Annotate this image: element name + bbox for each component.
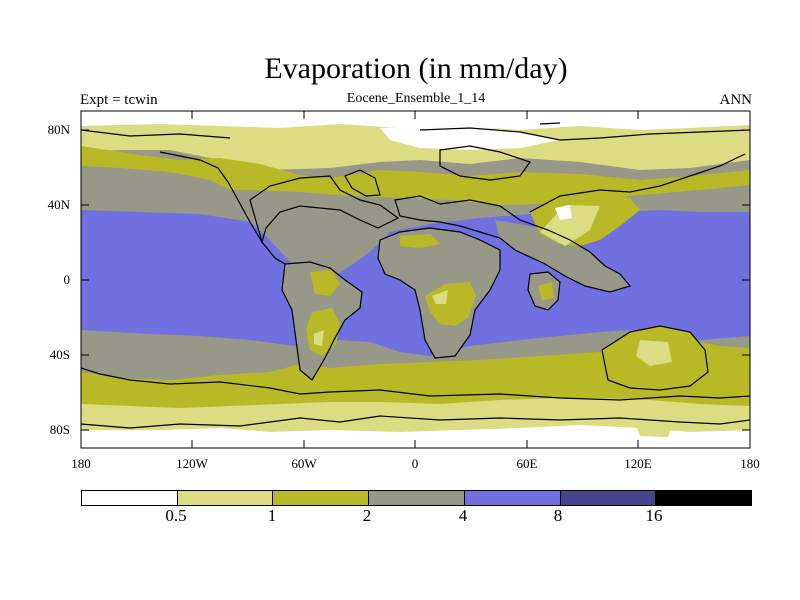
lat-label-40n: 40N	[47, 197, 70, 212]
colorbar-box	[560, 491, 657, 505]
colorbar-box	[464, 491, 561, 505]
map-title: Evaporation (in mm/day)	[264, 52, 568, 85]
colorbar-label: 4	[458, 506, 468, 525]
lat-label-0: 0	[63, 272, 71, 287]
evaporation-field	[81, 111, 750, 448]
colorbar-label: 8	[553, 506, 563, 525]
colorbar-label: 1	[267, 506, 277, 525]
lon-label-60w: 60W	[291, 456, 317, 471]
lon-label-180w: 180	[71, 456, 91, 471]
lon-label-120w: 120W	[176, 456, 208, 471]
experiment-label: Expt = tcwin	[80, 92, 158, 108]
colorbar	[81, 490, 752, 506]
ensemble-label: Eocene_Ensemble_1_14	[346, 91, 486, 106]
colorbar-label: 16	[645, 506, 663, 525]
lon-label-120e: 120E	[624, 456, 652, 471]
lon-label-60e: 60E	[516, 456, 538, 471]
season-label: ANN	[719, 92, 753, 108]
colorbar-label: 2	[362, 506, 372, 525]
coastlines	[81, 122, 750, 429]
axis-ticks	[81, 111, 750, 448]
colorbar-label: 0.5	[165, 506, 187, 525]
lat-label-80s: 80S	[49, 422, 70, 437]
colorbar-box	[273, 491, 370, 505]
lat-label-80n: 80N	[47, 122, 70, 137]
lat-label-40s: 40S	[49, 347, 70, 362]
colorbar-box	[177, 491, 274, 505]
lon-label-0: 0	[411, 456, 419, 471]
colorbar-box	[82, 491, 178, 505]
colorbar-box	[369, 491, 465, 505]
lon-label-180e: 180	[740, 456, 760, 471]
colorbar-box	[656, 491, 752, 505]
